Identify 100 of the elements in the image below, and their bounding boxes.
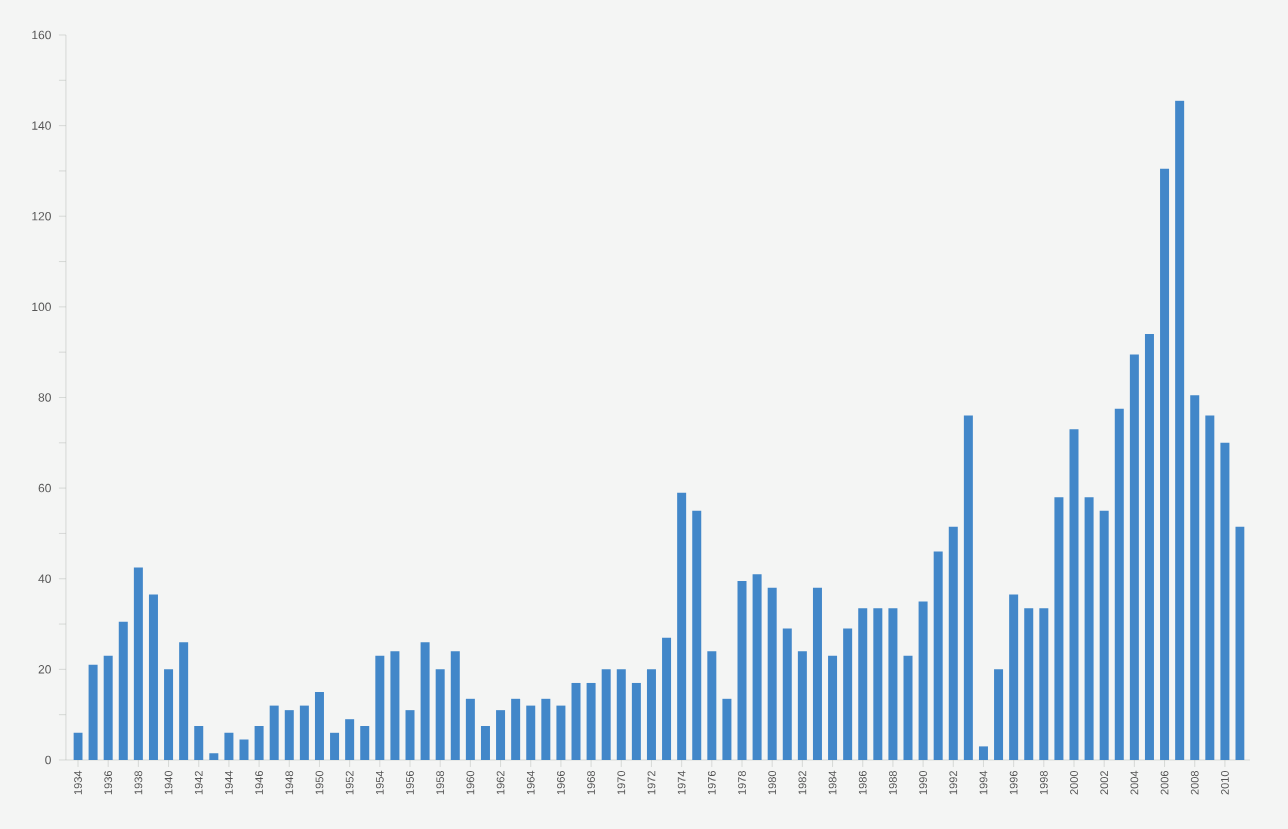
bar — [1024, 608, 1034, 760]
bar — [888, 608, 898, 760]
x-tick-label: 1974 — [677, 770, 686, 795]
bar — [782, 628, 792, 760]
x-tick-label: 1972 — [647, 771, 656, 795]
x-tick-label: 1984 — [828, 770, 837, 795]
bar — [843, 628, 853, 760]
bar — [284, 710, 294, 760]
bar — [194, 726, 204, 760]
x-tick-label: 1944 — [225, 770, 233, 795]
x-tick-label: 1966 — [557, 771, 565, 795]
x-tick-label: 1988 — [889, 771, 897, 795]
x-tick-label: 1938 — [134, 771, 143, 795]
x-tick-label: 1956 — [406, 771, 414, 795]
x-tick-label: 1962 — [496, 771, 505, 795]
bar — [88, 664, 98, 760]
bar — [1099, 510, 1109, 760]
bar — [873, 608, 883, 760]
bar — [1054, 497, 1064, 760]
bar — [1114, 408, 1124, 760]
x-tick-label: 1968 — [587, 771, 595, 795]
x-tick-label: 1980 — [768, 770, 777, 795]
x-tick-label: 2006 — [1160, 771, 1169, 795]
bar — [330, 732, 340, 760]
x-tick-label: 1940 — [164, 770, 173, 795]
bar — [828, 655, 838, 760]
bar — [1039, 608, 1049, 760]
bar — [1190, 395, 1200, 760]
x-tick-label: 1954 — [375, 770, 384, 795]
x-tick-label: 2002 — [1100, 771, 1109, 795]
bar — [978, 746, 988, 760]
x-tick-label: 1976 — [707, 771, 716, 795]
bar — [254, 726, 264, 760]
bar — [133, 567, 143, 760]
bar — [933, 551, 943, 760]
bar — [1220, 442, 1230, 760]
x-tick-label: 1960 — [466, 770, 475, 795]
bar — [646, 669, 656, 760]
y-tick-label: 100 — [32, 302, 51, 312]
bar — [1175, 100, 1185, 760]
bar — [994, 669, 1004, 760]
x-tick-label: 1970 — [617, 770, 626, 795]
x-tick-label: 1986 — [858, 771, 867, 795]
bar — [692, 510, 702, 760]
bar — [948, 526, 958, 760]
x-tick-label: 1948 — [285, 771, 294, 795]
bar — [148, 594, 158, 760]
x-tick-label: 1964 — [526, 770, 535, 795]
bar — [435, 669, 445, 760]
bar — [1129, 354, 1139, 760]
bar — [1160, 168, 1170, 760]
bar — [662, 637, 672, 760]
bar — [239, 739, 249, 760]
bar — [541, 698, 551, 760]
bar — [571, 682, 581, 760]
bar — [1205, 415, 1215, 760]
x-tick-label: 1998 — [1039, 771, 1048, 795]
x-tick-label: 1950 — [315, 770, 324, 795]
bar — [103, 655, 113, 760]
bar — [224, 732, 234, 760]
bar — [209, 753, 219, 760]
x-tick-label: 1994 — [979, 770, 988, 795]
bar — [420, 642, 430, 760]
bar — [314, 692, 324, 760]
y-tick-label: 80 — [38, 393, 51, 402]
y-tick-label: 20 — [38, 665, 51, 674]
bar — [465, 698, 475, 760]
bar — [601, 669, 611, 760]
bar — [586, 682, 596, 760]
bar — [616, 669, 626, 760]
bar — [390, 651, 400, 760]
bar — [480, 726, 490, 760]
bar — [963, 415, 973, 760]
bar — [496, 710, 506, 760]
bar — [1009, 594, 1019, 760]
bar — [73, 732, 83, 760]
bar — [405, 710, 415, 760]
x-tick-label: 1978 — [738, 771, 746, 795]
bar — [269, 705, 279, 760]
bar — [360, 726, 370, 760]
y-tick-label: 0 — [45, 755, 51, 765]
bar — [556, 705, 566, 760]
x-tick-label: 1992 — [949, 771, 958, 795]
y-tick-label: 140 — [32, 121, 51, 130]
bar — [812, 587, 822, 760]
x-tick-label: 1990 — [919, 770, 927, 795]
x-tick-label: 2004 — [1130, 770, 1139, 795]
bar — [345, 719, 355, 760]
y-tick-label: 160 — [32, 30, 51, 40]
x-tick-label: 1934 — [74, 770, 82, 795]
x-tick-label: 2000 — [1070, 770, 1078, 795]
bar — [707, 651, 717, 760]
x-tick-label: 2010 — [1221, 770, 1229, 795]
y-tick-label: 60 — [38, 483, 51, 493]
x-tick-label: 1996 — [1009, 771, 1018, 795]
bar — [526, 705, 536, 760]
bar — [511, 698, 521, 760]
x-tick-label: 1946 — [255, 771, 263, 795]
bar — [450, 651, 460, 760]
bar — [179, 642, 189, 760]
